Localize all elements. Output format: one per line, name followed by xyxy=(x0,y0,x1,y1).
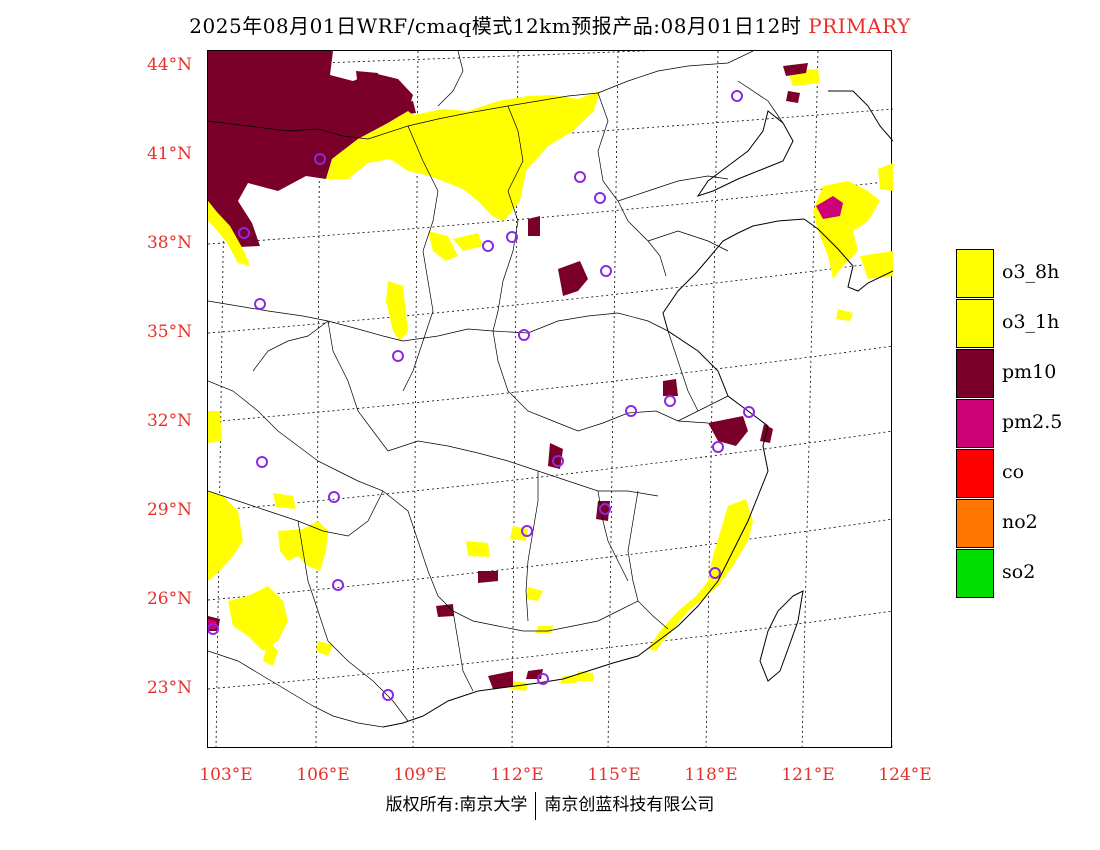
lon-label-106e: 106°E xyxy=(296,765,350,785)
station-marker xyxy=(574,171,586,183)
station-marker xyxy=(625,405,637,417)
legend-label-pm25: pm2.5 xyxy=(1002,411,1063,433)
copyright-separator xyxy=(535,791,537,820)
station-marker xyxy=(328,491,340,503)
lat-label-35n: 35°N xyxy=(146,322,192,342)
legend-label-no2: no2 xyxy=(1002,511,1038,533)
copyright-notice: 版权所有:南京大学 南京创蓝科技有限公司 xyxy=(0,790,1100,820)
legend-swatch-o3-1h xyxy=(956,299,994,348)
lat-label-23n: 23°N xyxy=(146,678,192,698)
legend-label-o3-1h: o3_1h xyxy=(1002,311,1060,333)
legend-label-pm10: pm10 xyxy=(1002,361,1057,383)
legend-label-o3-8h: o3_8h xyxy=(1002,261,1060,283)
lon-label-112e: 112°E xyxy=(490,765,544,785)
lon-label-121e: 121°E xyxy=(781,765,835,785)
station-marker xyxy=(600,265,612,277)
copyright-left: 版权所有:南京大学 xyxy=(385,795,528,815)
pm10-field-scattered xyxy=(208,63,808,689)
station-marker xyxy=(518,329,530,341)
lat-label-44n: 44°N xyxy=(146,55,192,75)
station-marker xyxy=(552,455,564,467)
station-marker xyxy=(599,503,611,515)
legend-label-so2: so2 xyxy=(1002,561,1036,583)
monitoring-stations xyxy=(208,90,755,701)
station-marker xyxy=(482,240,494,252)
station-marker xyxy=(256,456,268,468)
lon-label-109e: 109°E xyxy=(393,765,447,785)
station-marker xyxy=(709,567,721,579)
lat-label-38n: 38°N xyxy=(146,233,192,253)
station-marker xyxy=(238,227,250,239)
lat-label-41n: 41°N xyxy=(146,144,192,164)
station-marker xyxy=(743,406,755,418)
legend-swatch-so2 xyxy=(956,549,994,598)
copyright-right: 南京创蓝科技有限公司 xyxy=(544,795,715,815)
station-marker xyxy=(731,90,743,102)
station-marker xyxy=(254,298,266,310)
station-marker xyxy=(594,192,606,204)
lon-label-115e: 115°E xyxy=(587,765,641,785)
station-marker xyxy=(664,395,676,407)
legend-swatch-no2 xyxy=(956,499,994,548)
station-marker xyxy=(521,525,533,537)
map-area xyxy=(207,50,893,749)
map-canvas xyxy=(208,51,893,749)
lon-label-103e: 103°E xyxy=(199,765,253,785)
legend-label-co: co xyxy=(1002,461,1025,483)
station-marker xyxy=(208,623,219,635)
station-marker xyxy=(537,673,549,685)
lon-label-118e: 118°E xyxy=(684,765,738,785)
lon-label-124e: 124°E xyxy=(878,765,932,785)
title-main: 2025年08月01日WRF/cmaq模式12km预报产品:08月01日12时 xyxy=(189,14,802,38)
station-marker xyxy=(712,441,724,453)
pm25-field xyxy=(208,196,843,629)
legend-swatch-o3-8h xyxy=(956,249,994,298)
title-primary-tag: PRIMARY xyxy=(808,14,911,38)
legend-swatch-pm25 xyxy=(956,399,994,448)
station-marker xyxy=(314,153,326,165)
province-boundaries xyxy=(208,51,784,728)
legend-swatch-co xyxy=(956,449,994,498)
lat-label-26n: 26°N xyxy=(146,589,192,609)
coastline xyxy=(382,90,893,728)
lat-label-32n: 32°N xyxy=(146,411,192,431)
station-marker xyxy=(332,579,344,591)
station-marker xyxy=(392,350,404,362)
station-marker xyxy=(382,689,394,701)
station-marker xyxy=(506,231,518,243)
lat-label-29n: 29°N xyxy=(146,500,192,520)
map-title: 2025年08月01日WRF/cmaq模式12km预报产品:08月01日12时 … xyxy=(0,10,1100,39)
legend-swatch-pm10 xyxy=(956,349,994,398)
